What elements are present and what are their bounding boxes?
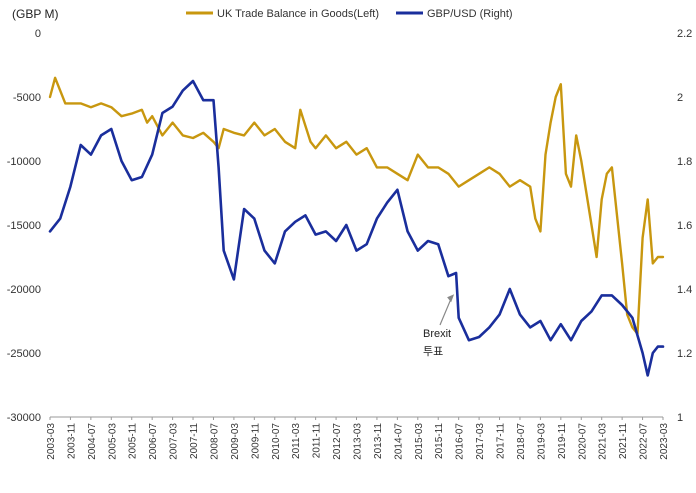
y-left-tick-label: -25000 bbox=[7, 348, 41, 360]
x-tick-label: 2009-11 bbox=[250, 423, 261, 459]
y-left-tick-label: -30000 bbox=[7, 412, 41, 424]
x-tick-label: 2007-11 bbox=[189, 423, 200, 459]
x-tick-label: 2020-07 bbox=[577, 423, 588, 460]
x-tick-label: 2013-03 bbox=[353, 423, 364, 460]
x-tick-label: 2023-03 bbox=[659, 423, 670, 460]
x-tick-label: 2003-11 bbox=[66, 423, 77, 459]
y-left-tick-label: -10000 bbox=[7, 156, 41, 168]
y-right-tick-label: 1.8 bbox=[677, 156, 692, 168]
x-tick-label: 2018-07 bbox=[516, 423, 527, 460]
y-right-tick-label: 2 bbox=[677, 92, 683, 104]
x-tick-label: 2019-03 bbox=[536, 423, 547, 460]
x-tick-label: 2007-03 bbox=[169, 423, 180, 460]
x-tick-label: 2010-07 bbox=[271, 423, 282, 460]
y-left-tick-label: 0 bbox=[35, 28, 41, 40]
y-left-tick-label: -15000 bbox=[7, 220, 41, 232]
y-right-tick-label: 2.2 bbox=[677, 28, 692, 40]
x-tick-label: 2012-07 bbox=[332, 423, 343, 460]
x-tick-label: 2011-03 bbox=[291, 423, 302, 459]
y-right-tick-label: 1 bbox=[677, 412, 683, 424]
x-tick-label: 2017-11 bbox=[496, 423, 507, 459]
x-tick-label: 2015-11 bbox=[434, 423, 445, 459]
x-tick-label: 2022-07 bbox=[639, 423, 650, 460]
x-tick-label: 2005-11 bbox=[128, 423, 139, 459]
unit-label: (GBP M) bbox=[12, 7, 58, 21]
annotation-arrow bbox=[439, 295, 453, 326]
y-left-tick-label: -5000 bbox=[13, 92, 41, 104]
x-tick-label: 2015-03 bbox=[414, 423, 425, 460]
y-left-tick-label: -20000 bbox=[7, 284, 41, 296]
x-tick-label: 2011-11 bbox=[312, 423, 323, 459]
x-tick-label: 2005-03 bbox=[107, 423, 118, 460]
annotation-label: Brexit bbox=[423, 328, 451, 340]
legend-label: GBP/USD (Right) bbox=[427, 8, 513, 20]
y-right-tick-label: 1.6 bbox=[677, 220, 692, 232]
y-right-tick-label: 1.2 bbox=[677, 348, 692, 360]
trade-balance-line bbox=[48, 76, 665, 335]
x-tick-label: 2008-07 bbox=[209, 423, 220, 460]
x-tick-label: 2019-11 bbox=[557, 423, 568, 459]
annotation-arrowhead bbox=[447, 294, 455, 303]
x-tick-label: 2003-03 bbox=[46, 423, 57, 460]
gbpusd-line bbox=[48, 79, 665, 377]
x-tick-label: 2004-07 bbox=[87, 423, 98, 460]
x-tick-label: 2021-11 bbox=[618, 423, 629, 459]
y-right-tick-label: 1.4 bbox=[677, 284, 692, 296]
x-tick-label: 2009-03 bbox=[230, 423, 241, 460]
x-tick-label: 2013-11 bbox=[373, 423, 384, 459]
x-tick-label: 2014-07 bbox=[393, 423, 404, 460]
x-tick-label: 2006-07 bbox=[148, 423, 159, 460]
legend-label: UK Trade Balance in Goods(Left) bbox=[217, 8, 379, 20]
x-tick-label: 2017-03 bbox=[475, 423, 486, 460]
x-tick-label: 2021-03 bbox=[598, 423, 609, 460]
annotation-label: 투표 bbox=[423, 346, 443, 358]
x-tick-label: 2016-07 bbox=[455, 423, 466, 460]
